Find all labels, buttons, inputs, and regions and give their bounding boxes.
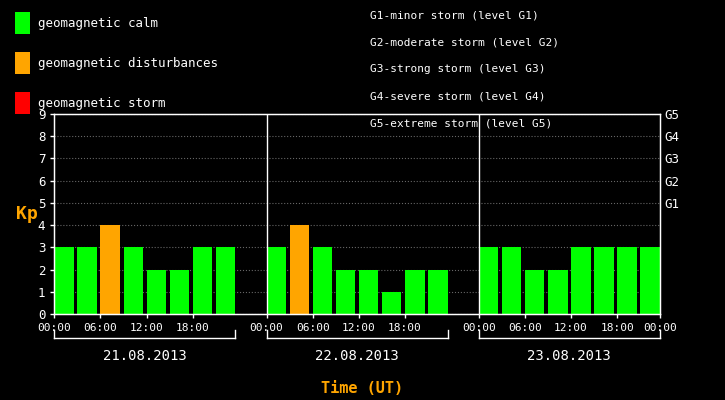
- Bar: [428, 270, 447, 314]
- Text: 22.08.2013: 22.08.2013: [315, 349, 399, 363]
- Bar: [640, 247, 660, 314]
- Text: G5-extreme storm (level G5): G5-extreme storm (level G5): [370, 119, 552, 129]
- Bar: [359, 270, 378, 314]
- Bar: [267, 247, 286, 314]
- Bar: [101, 225, 120, 314]
- Bar: [146, 270, 166, 314]
- Bar: [548, 270, 568, 314]
- Bar: [78, 247, 97, 314]
- Bar: [54, 247, 74, 314]
- Bar: [405, 270, 425, 314]
- Text: Time (UT): Time (UT): [321, 381, 404, 396]
- Text: G2-moderate storm (level G2): G2-moderate storm (level G2): [370, 37, 559, 47]
- Text: 23.08.2013: 23.08.2013: [527, 349, 611, 363]
- Bar: [525, 270, 544, 314]
- Bar: [170, 270, 189, 314]
- Bar: [312, 247, 332, 314]
- Bar: [382, 292, 402, 314]
- Text: geomagnetic calm: geomagnetic calm: [38, 16, 158, 30]
- Text: 21.08.2013: 21.08.2013: [103, 349, 187, 363]
- Bar: [336, 270, 355, 314]
- Bar: [216, 247, 236, 314]
- Bar: [123, 247, 143, 314]
- Text: G1-minor storm (level G1): G1-minor storm (level G1): [370, 10, 539, 20]
- Bar: [594, 247, 613, 314]
- Bar: [571, 247, 591, 314]
- Bar: [289, 225, 309, 314]
- Text: geomagnetic storm: geomagnetic storm: [38, 96, 165, 110]
- Text: G4-severe storm (level G4): G4-severe storm (level G4): [370, 92, 545, 102]
- Bar: [617, 247, 637, 314]
- Bar: [478, 247, 498, 314]
- Bar: [193, 247, 212, 314]
- Bar: [502, 247, 521, 314]
- Text: G3-strong storm (level G3): G3-strong storm (level G3): [370, 64, 545, 74]
- Y-axis label: Kp: Kp: [16, 205, 38, 223]
- Text: geomagnetic disturbances: geomagnetic disturbances: [38, 56, 218, 70]
